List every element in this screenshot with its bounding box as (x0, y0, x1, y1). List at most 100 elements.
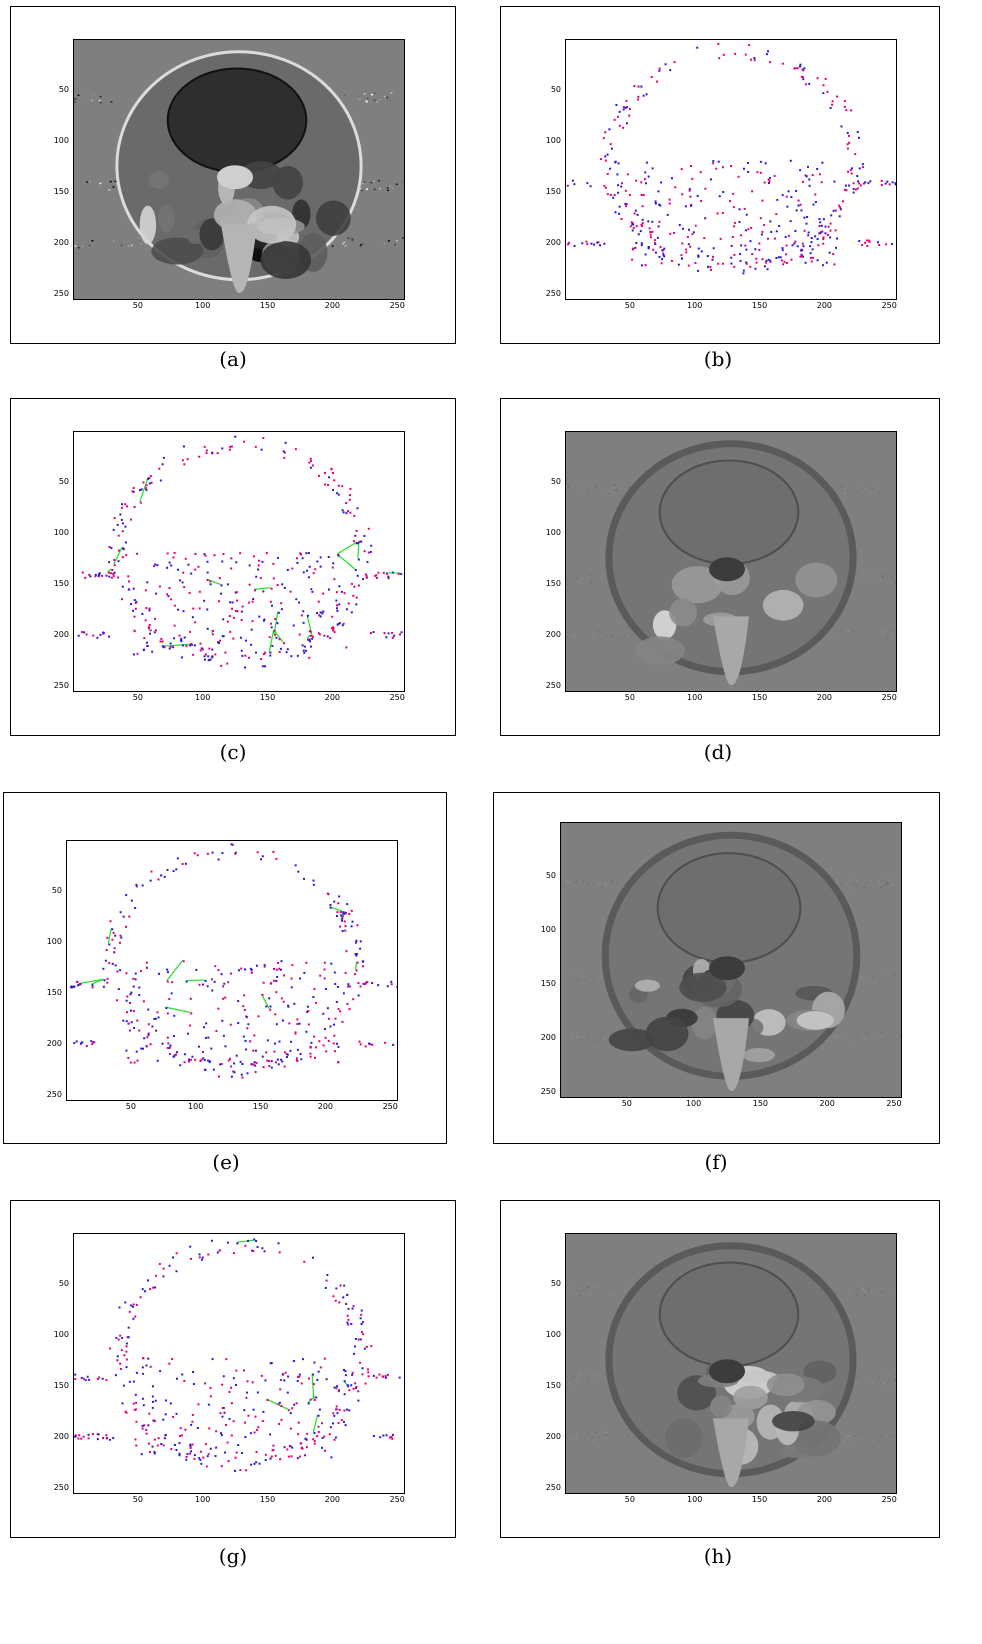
x-tick-label: 150 (751, 693, 768, 702)
positive-residue (633, 85, 636, 88)
positive-residue (782, 263, 785, 266)
phase-region (742, 1047, 776, 1063)
positive-residue (781, 62, 784, 65)
negative-residue (154, 1286, 157, 1289)
x-tick-label: 200 (816, 693, 833, 702)
x-tick-label: 200 (324, 301, 341, 310)
negative-residue (359, 1317, 362, 1320)
noise-pixel (586, 1432, 589, 1435)
central-structure (709, 1359, 745, 1384)
positive-residue (852, 182, 855, 185)
positive-residue (567, 243, 570, 246)
negative-residue (360, 540, 363, 543)
positive-residue (85, 633, 88, 636)
noise-pixel (876, 487, 879, 489)
positive-residue (290, 977, 293, 980)
phase-region (669, 598, 698, 627)
noise-pixel (864, 1037, 867, 1039)
negative-residue (599, 244, 602, 247)
positive-residue (198, 590, 201, 593)
positive-residue (384, 1375, 387, 1378)
negative-residue (131, 1305, 134, 1308)
negative-residue (151, 1400, 154, 1403)
negative-residue (824, 232, 827, 235)
positive-residue (822, 242, 825, 245)
noise-pixel (568, 1286, 571, 1289)
positive-residue (755, 261, 758, 264)
positive-residue (112, 573, 115, 576)
noise-pixel (564, 974, 567, 977)
positive-residue (344, 929, 347, 932)
negative-residue (245, 1048, 248, 1051)
negative-residue (808, 184, 811, 187)
positive-residue (129, 1029, 132, 1032)
positive-residue (804, 83, 807, 86)
noise-pixel (860, 1432, 863, 1434)
noise-pixel (889, 882, 892, 885)
positive-residue (145, 961, 148, 964)
positive-residue (273, 967, 276, 970)
positive-residue (239, 1469, 242, 1472)
noise-pixel (833, 484, 836, 487)
negative-residue (344, 1424, 347, 1427)
negative-residue (372, 631, 375, 634)
positive-residue (283, 1051, 286, 1054)
panel-caption: (a) (219, 347, 247, 371)
noise-pixel (614, 489, 617, 492)
positive-residue (721, 212, 724, 215)
noise-pixel (623, 1290, 626, 1292)
negative-residue (125, 1342, 128, 1345)
noise-pixel (387, 240, 390, 242)
branch-cut (337, 554, 356, 570)
positive-residue (658, 67, 661, 70)
negative-residue (781, 247, 784, 250)
positive-residue (763, 181, 766, 184)
negative-residue (742, 269, 745, 272)
negative-residue (206, 608, 209, 611)
positive-residue (761, 230, 764, 233)
negative-residue (132, 653, 135, 656)
negative-residue (355, 939, 358, 942)
negative-residue (590, 242, 593, 245)
negative-residue (151, 1385, 154, 1388)
positive-residue (681, 193, 684, 196)
negative-residue (125, 1366, 128, 1369)
negative-residue (206, 627, 209, 630)
positive-residue (318, 1040, 321, 1043)
noise-pixel (372, 180, 375, 183)
negative-residue (894, 183, 896, 186)
positive-residue (631, 248, 634, 251)
negative-residue (128, 1380, 131, 1383)
positive-residue (880, 184, 883, 187)
positive-residue (274, 1013, 277, 1016)
negative-residue (127, 1336, 130, 1339)
negative-residue (235, 561, 238, 564)
positive-residue (854, 153, 857, 156)
positive-residue (262, 981, 265, 984)
branch-cut (185, 979, 205, 982)
positive-residue (231, 843, 234, 846)
positive-residue (128, 915, 131, 918)
positive-residue (88, 573, 91, 576)
positive-residue (272, 1444, 275, 1447)
noise-pixel (860, 484, 863, 487)
positive-residue (717, 262, 720, 265)
positive-residue (769, 61, 772, 64)
positive-residue (191, 1443, 194, 1446)
negative-residue (134, 978, 137, 981)
negative-residue (269, 1005, 272, 1008)
negative-residue (261, 1055, 264, 1058)
noise-pixel (890, 575, 893, 577)
positive-residue (214, 965, 217, 968)
positive-residue (787, 234, 790, 237)
negative-residue (355, 954, 358, 957)
positive-residue (308, 630, 311, 633)
y-tick-label: 200 (46, 1038, 62, 1048)
panel-caption: (g) (218, 1544, 248, 1568)
negative-residue (221, 1407, 224, 1410)
negative-residue (172, 646, 175, 649)
negative-residue (822, 264, 825, 267)
positive-residue (116, 999, 119, 1002)
negative-residue (275, 1023, 278, 1026)
positive-residue (173, 604, 176, 607)
